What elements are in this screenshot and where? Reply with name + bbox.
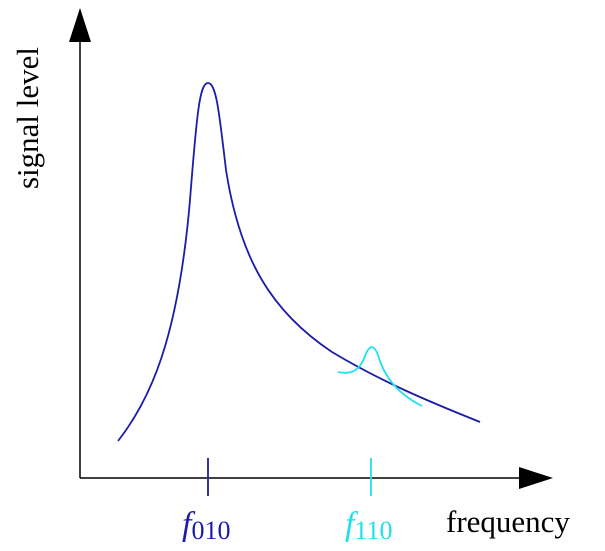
x-axis-label: frequency bbox=[446, 504, 570, 539]
secondary-resonance-curve bbox=[337, 346, 423, 407]
marker-label: f010 bbox=[182, 506, 230, 545]
marker-subscript: 110 bbox=[354, 516, 392, 545]
y-axis-arrow bbox=[69, 8, 91, 42]
main-resonance-curve bbox=[117, 82, 481, 442]
marker-subscript: 010 bbox=[191, 516, 230, 545]
x-axis-arrow bbox=[519, 467, 553, 489]
marker-label: f110 bbox=[345, 506, 393, 545]
y-axis-label: signal level bbox=[10, 47, 45, 189]
